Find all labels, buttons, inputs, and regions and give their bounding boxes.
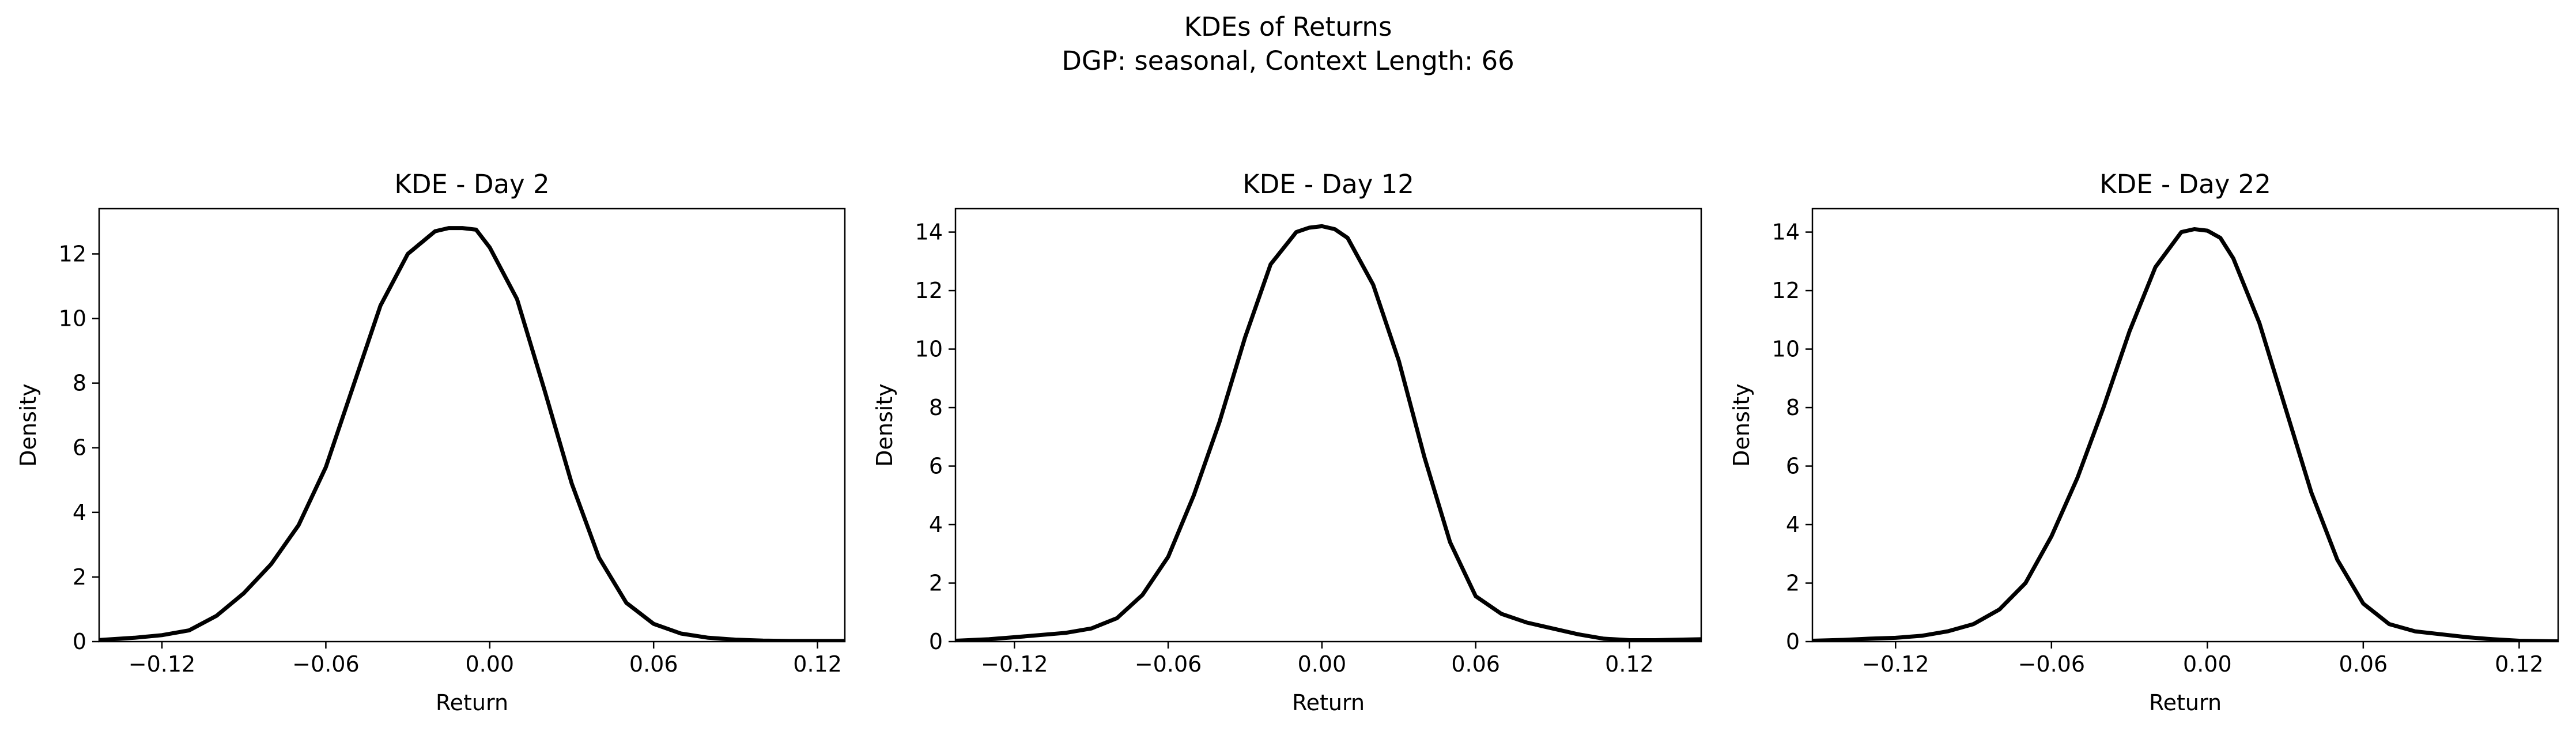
y-tick-label: 4 bbox=[929, 512, 943, 537]
y-tick-label: 0 bbox=[929, 629, 943, 654]
y-axis-label: Density bbox=[16, 383, 41, 466]
subplot-title: KDE - Day 22 bbox=[2099, 169, 2271, 199]
y-tick-label: 4 bbox=[1786, 512, 1800, 537]
figure-suptitle-line1: KDEs of Returns bbox=[1184, 12, 1392, 42]
x-tick-label: −0.12 bbox=[129, 651, 195, 677]
y-tick-label: 8 bbox=[73, 371, 86, 396]
y-tick-label: 6 bbox=[1786, 454, 1800, 479]
y-tick-label: 10 bbox=[915, 337, 943, 362]
x-tick-label: −0.12 bbox=[1862, 651, 1929, 677]
x-tick-label: −0.06 bbox=[292, 651, 359, 677]
y-tick-label: 8 bbox=[929, 395, 943, 420]
subplot-2: −0.12 −0.06 0.00 0.06 0.12 0 2 4 6 8 10 12 14 KDE - D… bbox=[872, 169, 1702, 715]
subplot-title: KDE - Day 2 bbox=[394, 169, 549, 199]
x-tick-label: 0.06 bbox=[1451, 651, 1500, 677]
y-axis-label: Density bbox=[1729, 383, 1754, 466]
y-tick-label: 6 bbox=[73, 435, 86, 461]
x-tick-label: −0.12 bbox=[981, 651, 1048, 677]
y-tick-label: 0 bbox=[1786, 629, 1800, 654]
y-tick-label: 6 bbox=[929, 454, 943, 479]
y-tick-label: 12 bbox=[915, 278, 943, 303]
y-tick-label: 10 bbox=[1772, 337, 1800, 362]
figure-suptitle-line2: DGP: seasonal, Context Length: 66 bbox=[1062, 46, 1514, 76]
subplot-3: −0.12 −0.06 0.00 0.06 0.12 0 2 4 6 8 10 12 14 KDE - D… bbox=[1729, 169, 2559, 715]
y-tick-label: 2 bbox=[1786, 571, 1800, 596]
y-tick-label: 8 bbox=[1786, 395, 1800, 420]
y-axis-label: Density bbox=[872, 383, 897, 466]
kde-line-1 bbox=[955, 224, 1701, 642]
subplots: −0.12 −0.06 0.00 0.06 0.12 0 2 4 6 8 10 12 KDE - Day… bbox=[16, 169, 2559, 715]
axes-frame bbox=[954, 208, 1702, 643]
y-tick-label: 12 bbox=[1772, 278, 1800, 303]
y-tick-label: 14 bbox=[915, 220, 943, 245]
axes-frame bbox=[1811, 208, 2559, 643]
x-tick-label: 0.12 bbox=[793, 651, 842, 677]
y-tick-label: 12 bbox=[59, 241, 86, 266]
x-axis-label: Return bbox=[436, 690, 508, 715]
y-tick-label: 14 bbox=[1772, 220, 1800, 245]
x-axis-label: Return bbox=[2149, 690, 2222, 715]
subplot-title: KDE - Day 12 bbox=[1242, 169, 1414, 199]
x-tick-label: −0.06 bbox=[2018, 651, 2085, 677]
y-tick-label: 2 bbox=[73, 564, 86, 590]
x-axis-label: Return bbox=[1292, 690, 1365, 715]
x-tick-label: −0.06 bbox=[1135, 651, 1202, 677]
subplot-1: −0.12 −0.06 0.00 0.06 0.12 0 2 4 6 8 10 12 KDE - Day… bbox=[16, 169, 846, 715]
x-tick-label: 0.12 bbox=[1605, 651, 1654, 677]
x-tick-label: 0.06 bbox=[2339, 651, 2388, 677]
y-tick-label: 4 bbox=[73, 500, 86, 525]
x-tick-label: 0.00 bbox=[466, 651, 515, 677]
x-tick-label: 0.12 bbox=[2495, 651, 2544, 677]
x-tick-label: 0.00 bbox=[1298, 651, 1347, 677]
x-tick-label: 0.00 bbox=[2183, 651, 2232, 677]
axes-frame bbox=[98, 208, 846, 643]
y-tick-label: 2 bbox=[929, 571, 943, 596]
kde-line-1 bbox=[99, 226, 845, 642]
x-tick-label: 0.06 bbox=[629, 651, 678, 677]
y-tick-label: 0 bbox=[73, 629, 86, 654]
kde-line-1 bbox=[1812, 227, 2558, 642]
y-tick-label: 10 bbox=[59, 306, 86, 331]
